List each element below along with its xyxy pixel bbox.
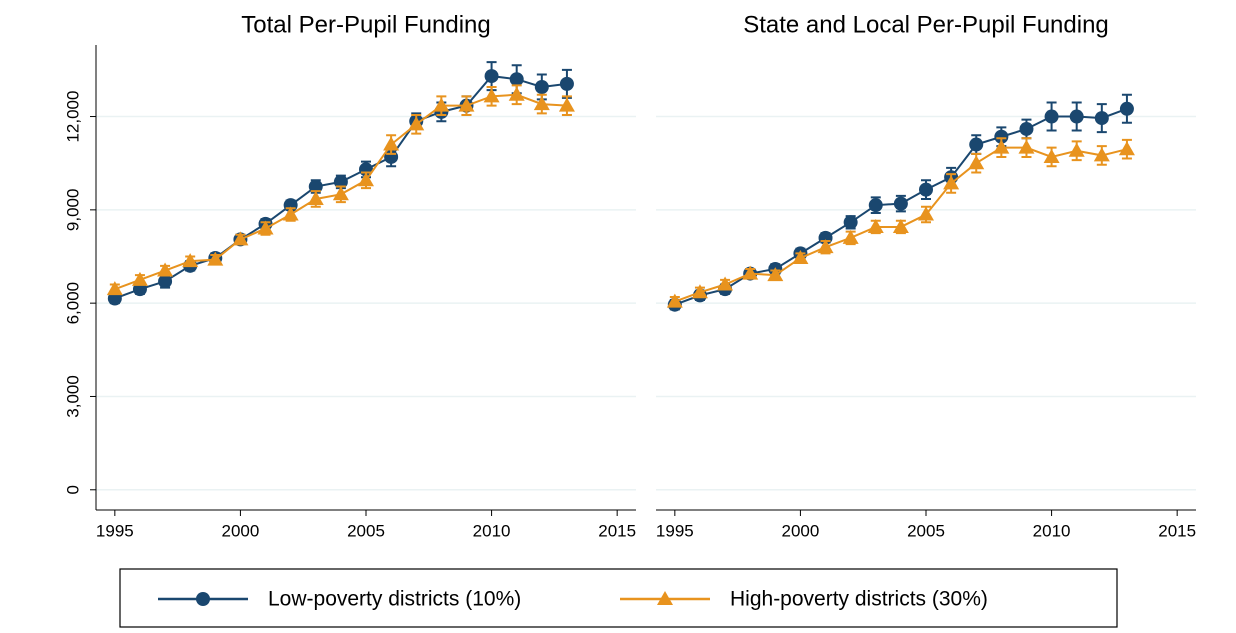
point [817, 239, 834, 254]
point [383, 136, 400, 151]
y-tick-label: 12,000 [63, 91, 82, 143]
point [993, 139, 1010, 154]
point [282, 206, 299, 221]
point [1069, 109, 1084, 124]
point [484, 69, 499, 84]
panel-title: State and Local Per-Pupil Funding [743, 11, 1109, 38]
point [1044, 109, 1059, 124]
panel-title: Total Per-Pupil Funding [241, 11, 490, 38]
y-tick-label: 9,000 [63, 189, 82, 232]
point [969, 137, 984, 152]
point [106, 281, 123, 296]
point [509, 72, 524, 87]
point [893, 196, 908, 211]
legend-marker [196, 592, 210, 606]
point [717, 276, 734, 291]
point [433, 97, 450, 112]
x-tick-label: 1995 [656, 521, 694, 540]
point [182, 253, 199, 268]
point [158, 274, 173, 289]
x-tick-label: 2000 [222, 521, 260, 540]
point [968, 155, 985, 170]
point [1018, 139, 1035, 154]
x-tick-label: 2010 [473, 521, 511, 540]
x-tick-label: 1995 [96, 521, 134, 540]
point [742, 265, 759, 280]
point [358, 172, 374, 187]
point [307, 190, 324, 205]
x-tick-label: 2010 [1033, 521, 1071, 540]
x-tick-label: 2000 [782, 521, 820, 540]
point [918, 206, 934, 221]
x-tick-label: 2015 [1158, 521, 1196, 540]
point [559, 76, 574, 91]
legend-box [119, 568, 1118, 628]
point [691, 284, 708, 299]
point [1119, 101, 1134, 116]
point [792, 250, 809, 265]
x-tick-label: 2005 [907, 521, 945, 540]
point [332, 186, 349, 201]
y-tick-label: 0 [63, 485, 82, 494]
point [534, 79, 549, 94]
point [232, 231, 249, 246]
point [919, 182, 933, 197]
point [1118, 141, 1135, 156]
point [533, 96, 550, 111]
point [867, 218, 884, 233]
point [1068, 142, 1085, 157]
point [843, 215, 858, 230]
point [131, 271, 148, 286]
point [207, 251, 224, 266]
x-tick-label: 2015 [598, 521, 636, 540]
point [1094, 111, 1109, 126]
y-tick-label: 3,000 [63, 375, 82, 418]
point [308, 179, 323, 194]
point [868, 198, 883, 213]
point [1043, 148, 1060, 163]
point [408, 116, 425, 131]
legend-label: High-poverty districts (30%) [730, 588, 988, 611]
point [943, 175, 960, 190]
point [994, 129, 1009, 144]
point [767, 267, 784, 282]
point [558, 97, 575, 112]
point [1093, 147, 1110, 162]
point [333, 174, 348, 189]
point [483, 88, 500, 103]
x-tick-label: 2005 [347, 521, 385, 540]
point [842, 229, 859, 244]
point [892, 218, 909, 233]
point [458, 97, 475, 112]
y-tick-label: 6,000 [63, 282, 82, 325]
point [1019, 121, 1034, 136]
point [508, 86, 525, 101]
point [666, 293, 683, 308]
point [257, 220, 274, 235]
point [157, 262, 174, 277]
legend-marker [657, 591, 673, 605]
legend-label: Low-poverty districts (10%) [268, 588, 521, 611]
